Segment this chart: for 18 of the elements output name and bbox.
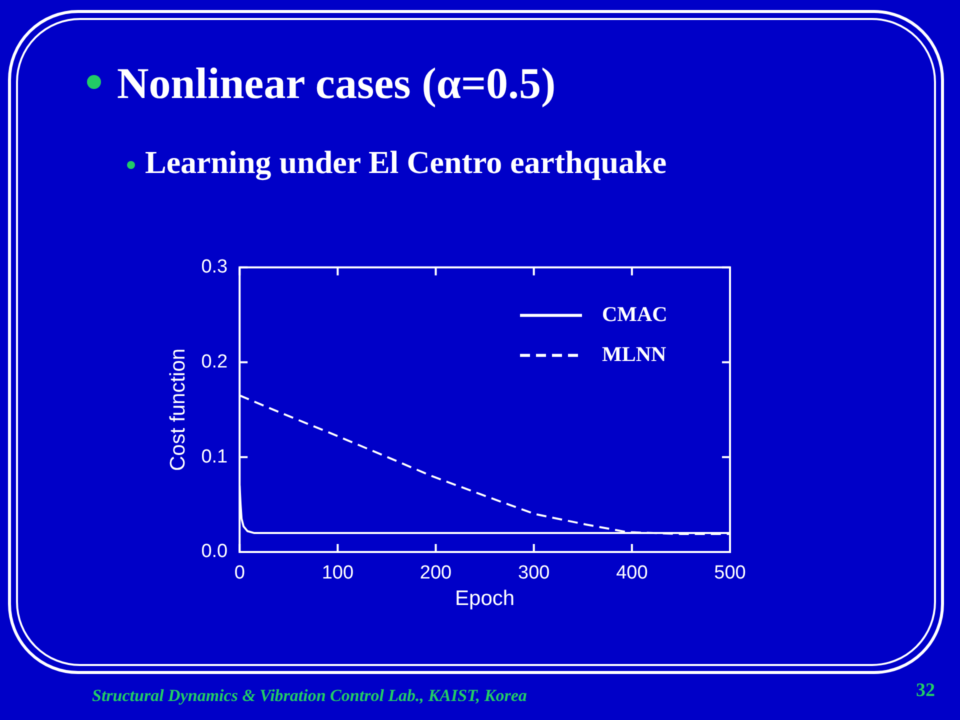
y-tick-label: 0.2 <box>201 352 228 372</box>
x-tick-label: 0 <box>234 562 245 584</box>
y-tick-label: 0.1 <box>201 446 228 468</box>
text: 32 <box>916 680 935 702</box>
legend-label: CMAC <box>602 302 668 326</box>
y-tick-label: 0.3 <box>201 256 228 278</box>
text: Structural Dynamics & Vibration Control Lab., KAIST, Korea <box>92 686 527 706</box>
x-tick-label: 500 <box>714 562 746 584</box>
x-tick-label: 200 <box>420 562 452 584</box>
legend-label: MLNN <box>602 342 666 366</box>
y-axis-title: Cost function <box>166 348 190 471</box>
x-axis-title: Epoch <box>455 587 515 610</box>
chart-title: Nonlinear cases (α=0.5) <box>117 58 556 109</box>
chart-subtitle: Learning under El Centro earthquake <box>145 144 667 181</box>
x-tick-label: 100 <box>322 562 354 584</box>
x-tick-label: 300 <box>518 562 550 584</box>
y-tick-label: 0.0 <box>201 541 228 562</box>
x-tick-label: 400 <box>616 562 648 584</box>
